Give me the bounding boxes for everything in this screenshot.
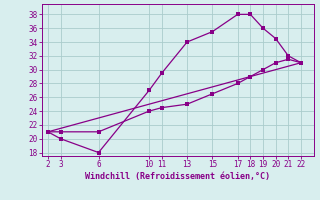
X-axis label: Windchill (Refroidissement éolien,°C): Windchill (Refroidissement éolien,°C) [85,172,270,181]
